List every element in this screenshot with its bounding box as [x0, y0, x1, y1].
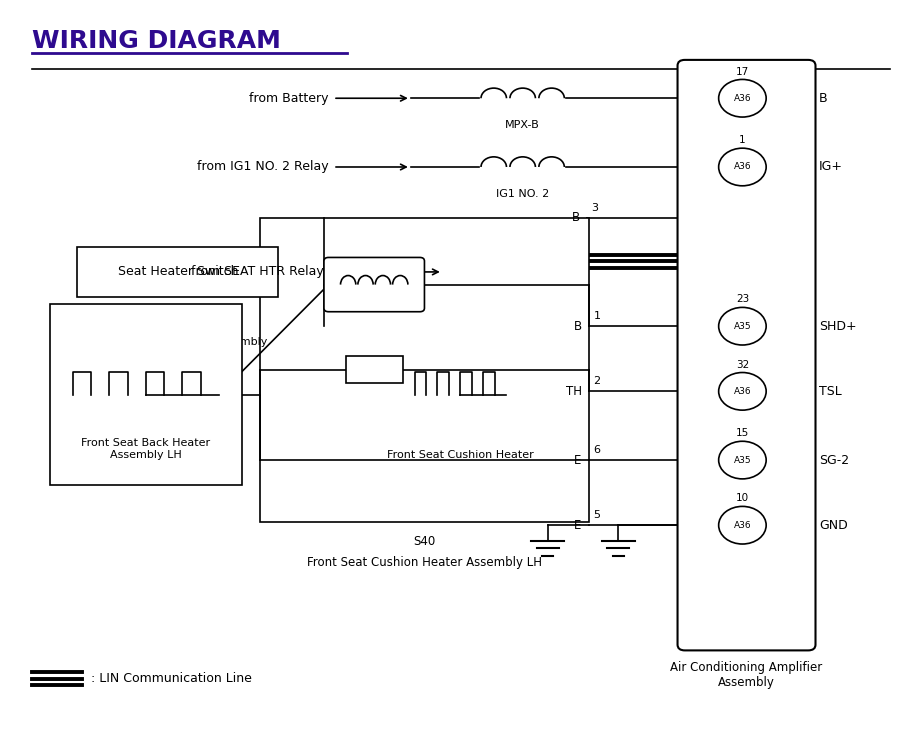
Text: Seat Heater Switch: Seat Heater Switch — [117, 266, 238, 278]
Text: 32: 32 — [736, 359, 749, 370]
Text: WIRING DIAGRAM: WIRING DIAGRAM — [31, 29, 280, 53]
Text: A36: A36 — [734, 520, 751, 530]
Text: 1: 1 — [739, 135, 746, 145]
Text: A36: A36 — [734, 163, 751, 171]
Text: 2: 2 — [594, 376, 600, 386]
Bar — [346, 356, 403, 384]
Text: MPX-B: MPX-B — [505, 120, 540, 130]
Text: TSL: TSL — [819, 385, 842, 397]
Text: Front Seat Cushion Heater: Front Seat Cushion Heater — [387, 450, 534, 460]
Text: Air Conditioning Amplifier
Assembly: Air Conditioning Amplifier Assembly — [670, 660, 822, 689]
Text: B: B — [573, 320, 582, 333]
Text: 10: 10 — [736, 493, 749, 504]
Bar — [260, 217, 589, 522]
Text: IG1 NO. 2: IG1 NO. 2 — [496, 189, 550, 198]
Text: 23: 23 — [736, 294, 749, 305]
Text: Air Conditioning Control Assembly: Air Conditioning Control Assembly — [77, 337, 267, 347]
Text: from SEAT HTR Relay: from SEAT HTR Relay — [191, 266, 324, 278]
Text: A33: A33 — [77, 313, 100, 326]
Text: SG-2: SG-2 — [819, 454, 849, 466]
Text: 15: 15 — [736, 428, 749, 438]
Text: E: E — [574, 519, 582, 531]
Bar — [77, 247, 278, 297]
Text: A35: A35 — [734, 455, 751, 465]
Text: S40: S40 — [413, 534, 435, 548]
Text: 5: 5 — [594, 510, 600, 520]
Text: IG+: IG+ — [819, 160, 843, 173]
Text: TH: TH — [565, 385, 582, 397]
Text: E: E — [574, 454, 582, 466]
Text: Front Seat Cushion Heater Assembly LH: Front Seat Cushion Heater Assembly LH — [307, 556, 542, 569]
Text: from IG1 NO. 2 Relay: from IG1 NO. 2 Relay — [197, 160, 328, 173]
FancyBboxPatch shape — [324, 258, 424, 312]
Text: 1: 1 — [594, 311, 600, 321]
Text: SHD+: SHD+ — [819, 320, 857, 333]
Text: Front Seat Back Heater
Assembly LH: Front Seat Back Heater Assembly LH — [81, 438, 210, 460]
Text: B: B — [819, 92, 828, 105]
Text: B: B — [572, 211, 580, 224]
Text: : LIN Communication Line: : LIN Communication Line — [91, 672, 252, 685]
Text: 17: 17 — [736, 67, 749, 77]
Text: 6: 6 — [594, 445, 600, 455]
Text: from Battery: from Battery — [249, 92, 328, 105]
Text: A36: A36 — [734, 94, 751, 102]
Text: A36: A36 — [734, 386, 751, 396]
Text: 3: 3 — [592, 203, 598, 212]
Bar — [50, 305, 242, 485]
Text: GND: GND — [819, 519, 848, 531]
Text: A35: A35 — [734, 321, 751, 331]
FancyBboxPatch shape — [678, 60, 815, 651]
